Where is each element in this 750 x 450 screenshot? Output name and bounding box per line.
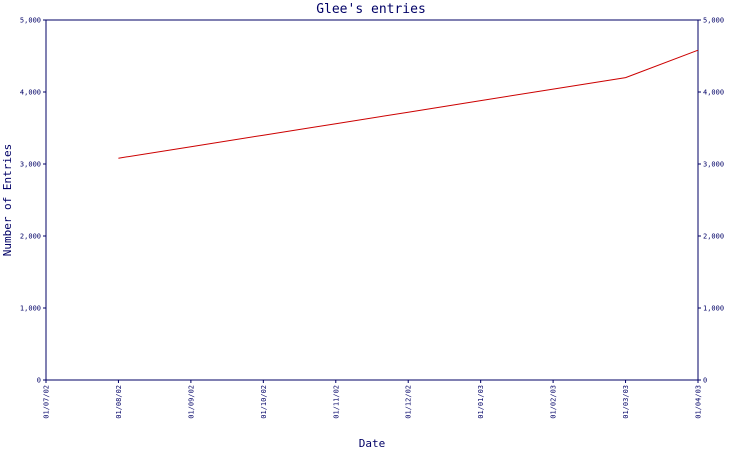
y-tick-label-left: 1,000 [20, 305, 41, 313]
y-tick-label-right: 4,000 [703, 89, 724, 97]
y-tick-label-right: 0 [703, 377, 707, 385]
x-tick-label: 01/12/02 [405, 385, 413, 419]
x-tick-label: 01/01/03 [477, 385, 485, 419]
y-tick-label-left: 5,000 [20, 17, 41, 25]
x-tick-label: 01/03/03 [622, 385, 630, 419]
y-tick-label-right: 3,000 [703, 161, 724, 169]
plot-frame [45, 19, 699, 381]
y-tick-label-left: 2,000 [20, 233, 41, 241]
x-axis-title: Date [359, 437, 386, 450]
x-tick-label: 01/09/02 [187, 385, 195, 419]
y-tick-label-left: 3,000 [20, 161, 41, 169]
series-line [118, 49, 699, 159]
x-tick-label: 01/11/02 [332, 385, 340, 419]
y-axis-right: 0 1,000 2,000 3,000 4,000 5,000 [698, 17, 724, 385]
y-tick-label-right: 2,000 [703, 233, 724, 241]
series-layer [118, 49, 699, 159]
y-axis-left: 0 1,000 2,000 3,000 4,000 5,000 [20, 17, 46, 385]
y-axis-title: Number of Entries [1, 144, 14, 257]
x-tick-label: 01/04/03 [695, 385, 703, 419]
y-tick-label-right: 5,000 [703, 17, 724, 25]
x-tick-label: 01/08/02 [115, 385, 123, 419]
y-tick-label-right: 1,000 [703, 305, 724, 313]
x-tick-label: 01/02/03 [550, 385, 558, 419]
x-axis: 01/07/02 01/08/02 01/09/02 01/10/02 01/11/02… [43, 380, 703, 419]
x-tick-label: 01/10/02 [260, 385, 268, 419]
chart-title: Glee's entries [316, 2, 426, 17]
x-tick-label: 01/07/02 [43, 385, 51, 419]
y-tick-label-left: 4,000 [20, 89, 41, 97]
y-tick-label-left: 0 [37, 377, 41, 385]
